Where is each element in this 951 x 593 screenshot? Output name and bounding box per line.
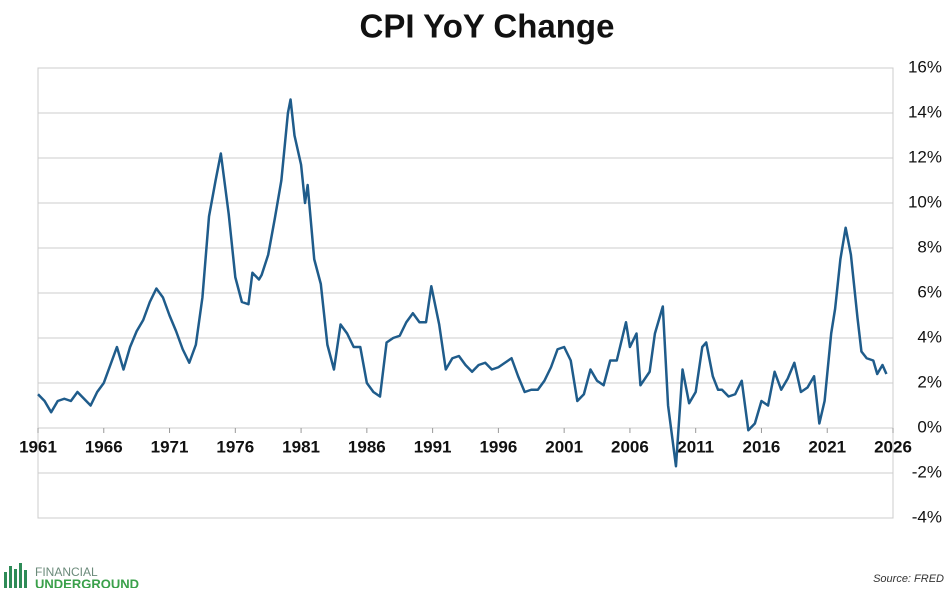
- logo-text: UNDERGROUND: [35, 576, 139, 588]
- y-tick-label: 12%: [908, 147, 942, 166]
- x-tick-label: 2001: [545, 437, 583, 456]
- chart-title: CPI YoY Change: [360, 8, 615, 45]
- logo-text: FINANCIAL: [35, 565, 98, 579]
- y-tick-label: 0%: [917, 417, 942, 436]
- y-tick-label: -4%: [912, 507, 942, 526]
- x-tick-label: 1966: [85, 437, 123, 456]
- source-note: Source: FRED: [873, 573, 944, 585]
- y-tick-label: -2%: [912, 462, 942, 481]
- y-tick-label: 10%: [908, 192, 942, 211]
- logo-bar: [24, 570, 27, 588]
- y-tick-label: 8%: [917, 237, 942, 256]
- logo-bar: [9, 566, 12, 588]
- y-tick-label: 6%: [917, 282, 942, 301]
- x-tick-label: 1996: [479, 437, 517, 456]
- logo-bar: [14, 569, 17, 588]
- x-tick-label: 2021: [808, 437, 846, 456]
- y-tick-label: 4%: [917, 327, 942, 346]
- logo-bar: [4, 572, 7, 588]
- x-tick-label: 2026: [874, 437, 912, 456]
- x-tick-label: 1981: [282, 437, 320, 456]
- cpi-line: [37, 98, 888, 468]
- x-tick-label: 1976: [216, 437, 254, 456]
- y-tick-label: 14%: [908, 102, 942, 121]
- y-tick-label: 16%: [908, 57, 942, 76]
- x-tick-label: 1986: [348, 437, 386, 456]
- x-tick-label: 2006: [611, 437, 649, 456]
- x-tick-label: 2016: [743, 437, 781, 456]
- x-tick-label: 1961: [19, 437, 57, 456]
- y-tick-label: 2%: [917, 372, 942, 391]
- x-tick-label: 1991: [414, 437, 452, 456]
- x-tick-label: 2011: [677, 437, 714, 456]
- logo-bar: [19, 563, 22, 588]
- x-tick-label: 1971: [151, 437, 189, 456]
